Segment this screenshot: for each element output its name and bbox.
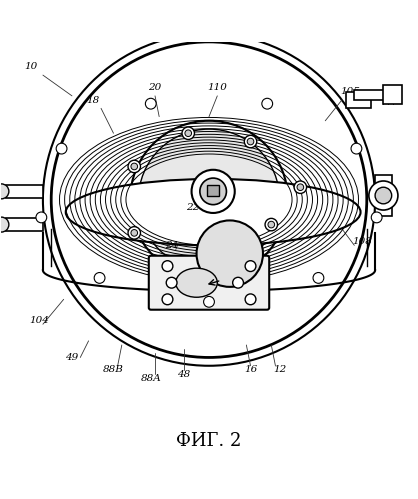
Text: 10: 10 [24,62,37,71]
Bar [5,185,43,198]
Circle shape [262,98,273,109]
Text: 110: 110 [207,83,227,92]
Ellipse shape [176,268,217,297]
Circle shape [371,212,382,223]
Circle shape [375,187,392,204]
Text: 12: 12 [273,365,286,374]
Text: 104: 104 [29,315,48,324]
Circle shape [128,227,140,239]
Circle shape [200,178,227,205]
Bar [354,90,387,100]
Circle shape [166,277,177,288]
Circle shape [244,135,257,148]
Circle shape [56,143,67,154]
Circle shape [191,170,235,213]
Text: ФИГ. 2: ФИГ. 2 [176,432,242,450]
Circle shape [131,163,138,170]
Text: 108: 108 [353,237,372,246]
Text: 106: 106 [220,233,240,242]
Circle shape [265,219,278,231]
Text: 49: 49 [65,353,79,362]
Circle shape [138,129,280,270]
Circle shape [185,130,191,137]
Text: 88B: 88B [103,365,124,374]
Circle shape [162,260,173,271]
Circle shape [268,221,275,228]
Circle shape [247,138,254,145]
Circle shape [196,221,263,287]
Text: 88A: 88A [140,374,161,383]
Circle shape [233,277,243,288]
Bar [5,219,43,231]
Text: 16: 16 [244,365,257,374]
Circle shape [297,184,303,191]
Circle shape [94,272,105,283]
Circle shape [245,260,256,271]
Circle shape [0,217,9,232]
Circle shape [131,230,138,236]
Bar [346,92,371,108]
Circle shape [204,296,214,307]
FancyBboxPatch shape [149,255,269,310]
Circle shape [36,212,47,223]
Text: 22: 22 [186,204,199,213]
Circle shape [245,294,256,305]
Circle shape [294,181,306,194]
Ellipse shape [66,179,361,246]
Bar [375,175,392,216]
Text: 24: 24 [165,241,178,250]
Text: 20: 20 [148,83,162,92]
Circle shape [145,98,156,109]
Bar [207,185,219,196]
Text: 18: 18 [86,95,99,104]
Text: 105: 105 [340,87,360,96]
Circle shape [351,143,362,154]
Circle shape [0,184,9,199]
Circle shape [369,181,398,210]
Circle shape [128,160,140,173]
Circle shape [162,294,173,305]
Circle shape [182,127,194,139]
Bar [383,85,402,104]
Circle shape [313,272,324,283]
Text: 48: 48 [178,370,191,379]
